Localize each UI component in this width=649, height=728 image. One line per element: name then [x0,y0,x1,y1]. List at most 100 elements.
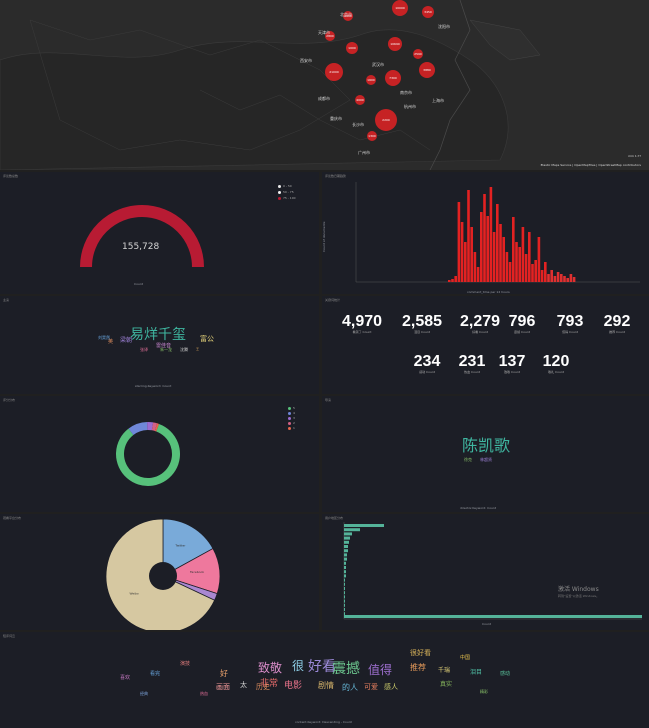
histogram-bar[interactable] [505,252,509,282]
legend-item[interactable]: 3 [288,416,295,420]
tagcloud-word[interactable]: 可爱 [364,683,378,691]
metric-item[interactable]: 2,585 泪目 Count [402,314,442,335]
histogram-bar[interactable] [547,274,550,282]
map-city-marker[interactable]: 7300 [385,70,401,86]
map-city-marker[interactable]: 10000 [392,0,408,16]
location-bar[interactable] [344,603,345,607]
histogram-bar[interactable] [553,276,557,282]
tagcloud-word[interactable]: 真实 [440,681,453,688]
histogram-bar[interactable] [486,216,489,282]
map-city-marker[interactable]: 2800 [325,31,335,41]
tagcloud-word[interactable]: 中国 [460,655,471,661]
rating-donut-chart[interactable] [0,396,319,512]
legend-item[interactable]: 2 [288,421,295,425]
location-bar[interactable] [344,549,348,553]
location-bar[interactable] [344,608,345,611]
tagcloud-word[interactable]: 王 [196,347,200,351]
pie-slice[interactable] [162,518,214,577]
tagcloud-word[interactable]: 雷佳音 [156,343,172,349]
histogram-bar[interactable] [537,237,541,282]
tagcloud-word[interactable]: 好看 [308,659,336,675]
location-bar[interactable] [344,540,349,544]
location-bar[interactable] [344,532,352,536]
map-city-marker[interactable]: 2200 [375,109,397,131]
map-city-marker[interactable]: 2000 [343,11,353,21]
donut-slice[interactable] [116,423,180,486]
map-city-marker[interactable]: 1000 [346,42,358,54]
histogram-bar[interactable] [499,224,502,282]
tagcloud-word[interactable]: 经典 [140,691,148,696]
location-bar-chart[interactable] [322,514,649,630]
histogram-bar[interactable] [550,270,553,282]
map-attribution[interactable]: Elastic Maps Service | OpenMapTiles | Op… [540,163,641,167]
donut-slice[interactable] [151,422,158,431]
tagcloud-word[interactable]: 热血 [200,691,208,696]
location-bar[interactable] [344,561,346,565]
tagcloud-word[interactable]: 英 [108,339,114,345]
map-city-marker[interactable]: 3880 [419,62,435,78]
donut-slice[interactable] [154,423,159,432]
map-city-marker[interactable]: 1600 [366,75,376,85]
histogram-bar[interactable] [563,276,566,282]
map-city-marker[interactable]: 1300 [367,131,377,141]
location-bar[interactable] [344,545,348,548]
tagcloud-word[interactable]: 朱一龙 [160,347,172,352]
histogram-bar[interactable] [556,272,560,282]
histogram-bar[interactable] [454,276,457,282]
tagcloud-word[interactable]: 非常 [260,679,279,689]
histogram-bar[interactable] [528,232,531,282]
metric-item[interactable]: 796 震撼 Count [502,314,542,335]
tagcloud-word[interactable]: 感人 [384,683,398,691]
histogram-bar[interactable] [448,280,451,282]
tagcloud-word[interactable]: 演技 [180,661,191,667]
tagcloud-word[interactable]: 值得 [368,663,393,677]
legend-item[interactable]: 0 - 50 [278,184,292,188]
location-bar[interactable] [344,570,346,574]
tagcloud-word[interactable]: 千瑞 [438,667,451,674]
histogram-bar[interactable] [470,227,473,282]
tagcloud-word[interactable]: 徐克 [464,457,472,462]
tagcloud-word[interactable]: 推荐 [410,663,426,672]
location-bar[interactable] [344,574,346,578]
tagcloud-word[interactable]: 剧情 [318,681,334,690]
date-histogram-chart[interactable] [322,172,649,294]
location-bar[interactable] [344,528,360,532]
histogram-bar[interactable] [572,277,576,282]
map-city-marker[interactable]: 4000 [355,95,365,105]
tagcloud-word[interactable]: 精彩 [480,689,488,694]
histogram-bar[interactable] [534,260,537,282]
location-bar[interactable] [344,615,642,618]
histogram-bar[interactable] [531,264,534,282]
location-bar[interactable] [344,591,345,595]
region-map-panel[interactable]: 10000 3450 2000 2800 1000 10690 21000 7300 2590 3… [0,0,649,170]
tagcloud-word[interactable]: 感动 [500,671,511,677]
histogram-bar[interactable] [489,187,493,282]
metric-item[interactable]: 292 推荐 Count [597,314,637,335]
histogram-bar[interactable] [473,252,477,282]
tagcloud-word[interactable]: 很好看 [410,649,431,657]
metric-item[interactable]: 120 敬礼 Count [536,354,576,375]
metric-item[interactable]: 793 值得 Count [550,314,590,335]
tagcloud-word[interactable]: 易烊千玺 [130,327,186,343]
histogram-bar[interactable] [524,254,528,282]
tagcloud-word[interactable]: 好 [220,669,228,678]
histogram-bar[interactable] [502,237,505,282]
legend-item[interactable]: 50 - 75 [278,190,294,194]
tagcloud-word[interactable]: 沈腾 [180,347,188,352]
histogram-bar[interactable] [515,242,518,282]
legend-item[interactable]: 5 [288,406,295,410]
location-bar[interactable] [344,595,345,599]
metric-item[interactable]: 137 致敬 Count [492,354,532,375]
histogram-bar[interactable] [460,222,464,282]
location-bar[interactable] [344,553,347,557]
location-bar[interactable] [344,582,345,586]
tagcloud-word[interactable]: 梁朝 [120,337,133,344]
histogram-bar[interactable] [512,217,515,282]
legend-item[interactable]: 75 - 100 [278,196,296,200]
tagcloud-word[interactable]: 刘昊然 [98,335,110,340]
histogram-bar[interactable] [492,232,496,282]
tagcloud-word[interactable]: 很 [292,659,305,673]
legend-item[interactable]: 4 [288,411,295,415]
tagcloud-word[interactable]: 太 [240,681,247,689]
histogram-bar[interactable] [467,190,470,282]
